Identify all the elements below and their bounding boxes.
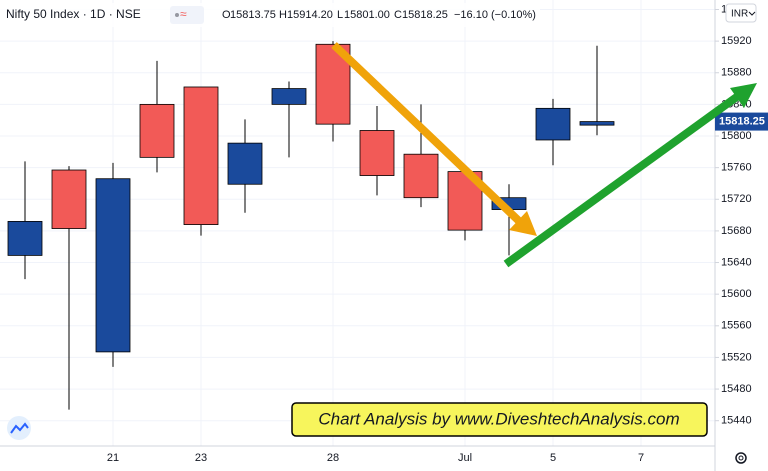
candle-body [95,178,131,353]
last-price-label: 15818.25 [719,115,765,127]
y-tick-label: 15480 [721,383,752,395]
y-tick-label: 15520 [721,351,752,363]
badge-dot [175,13,179,17]
x-tick-label: 7 [638,452,644,464]
badge-icon: ≈ [180,7,187,21]
candle-body [271,88,307,105]
axes: 15440 15480 15520 15560 15600 15640 15680 15720… [107,3,768,464]
y-tick-label: 15640 [721,256,752,268]
h-value: 15914.20 [287,9,333,21]
y-tick-label: 15720 [721,193,752,205]
annotation: Chart Analysis by www.DiveshtechAnalysis… [318,409,679,428]
orange-arrow [331,42,523,225]
y-tick-label: 15560 [721,320,752,332]
c-value: 15818.25 [402,9,448,21]
o-label: O [222,9,231,21]
header-bg [0,3,540,27]
o-value: 15813.75 [230,9,276,21]
h-label: H [279,9,287,21]
l-value: 15801.00 [344,9,390,21]
c-label: C [394,9,402,21]
l-label: L [337,9,343,21]
orange-arrow-head [509,211,537,236]
candle-body [359,130,395,176]
y-tick-label: 15920 [721,35,752,47]
candle-body [139,103,175,158]
y-tick-label: 15760 [721,162,752,174]
x-tick-label: 28 [327,452,339,464]
symbol[interactable]: Nifty 50 Index · 1D · NSE [6,7,141,21]
green-arrow [503,92,741,268]
candle-body [227,142,263,185]
candle-body [183,86,219,225]
last-price-box [715,112,768,131]
x-tick-label: 21 [107,452,119,464]
currency-caret [748,11,756,16]
settings[interactable] [735,452,747,464]
annotation-box [291,402,708,437]
candle-body [51,169,87,229]
candle-body [579,121,615,126]
currency: INR [731,9,748,20]
y-tick-label: 15600 [721,288,752,300]
change: −16.10 (−0.10%) [454,9,536,21]
candle-body [315,43,351,125]
badge[interactable] [170,6,204,24]
x-tick-label: 23 [195,452,207,464]
candles [7,41,615,410]
currency-button[interactable] [725,3,757,23]
x-tick-label: 5 [550,452,556,464]
y-tick-label: 15440 [721,415,752,427]
y-tick-label: 15680 [721,225,752,237]
y-tick-label: 15880 [721,67,752,79]
candle-body [7,221,43,256]
settings-center [738,455,744,461]
x-tick-label: Jul [458,452,472,464]
green-arrow-head [730,83,757,108]
logo-mark [10,422,29,434]
y-tick-label: 15800 [721,130,752,142]
candle-body [403,153,439,199]
candle-body [535,107,571,141]
